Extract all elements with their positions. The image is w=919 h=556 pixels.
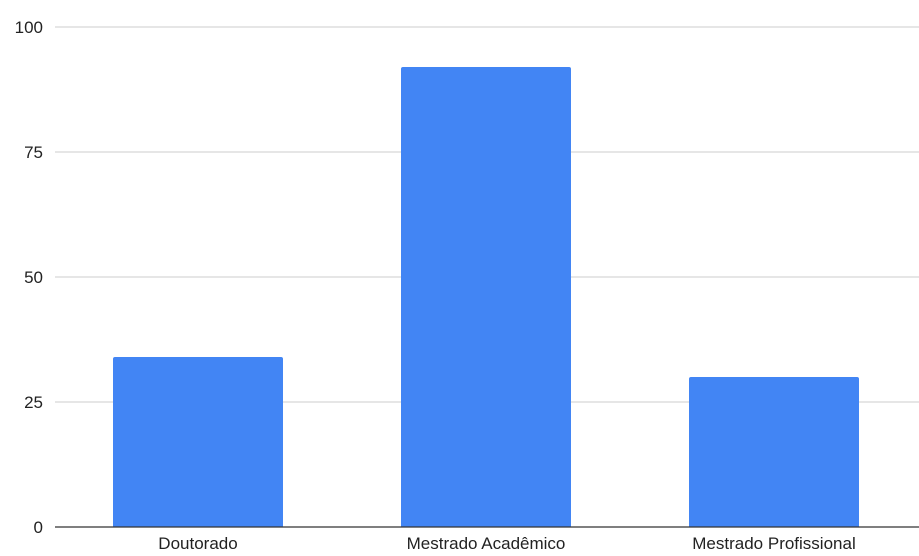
bars — [113, 67, 859, 527]
y-tick-label: 75 — [24, 143, 43, 162]
x-axis-category-labels: Doutorado Mestrado Acadêmico Mestrado Prof… — [158, 534, 855, 553]
y-tick-label: 25 — [24, 393, 43, 412]
y-tick-label: 0 — [34, 518, 43, 537]
y-axis-tick-labels: 0 25 50 75 100 — [15, 18, 43, 537]
bar-mestrado-acad-mico — [401, 67, 571, 527]
bar-doutorado — [113, 357, 283, 527]
bar-mestrado-profissional — [689, 377, 859, 527]
x-category-label: Doutorado — [158, 534, 237, 553]
x-category-label: Mestrado Acadêmico — [407, 534, 566, 553]
y-tick-label: 100 — [15, 18, 43, 37]
x-category-label: Mestrado Profissional — [692, 534, 855, 553]
y-tick-label: 50 — [24, 268, 43, 287]
